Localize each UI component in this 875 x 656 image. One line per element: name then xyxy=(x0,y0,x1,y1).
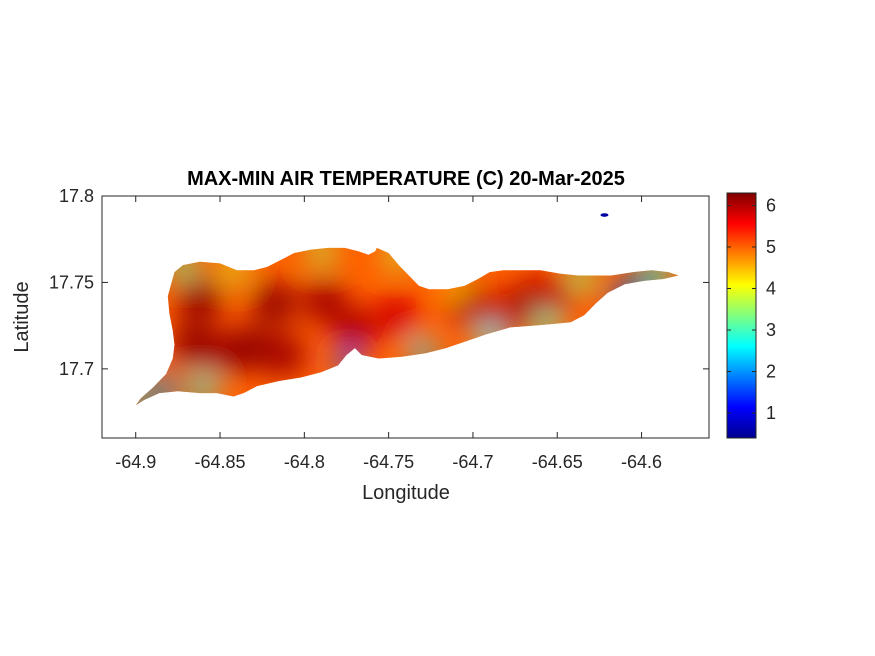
temperature-coldspot xyxy=(535,311,560,336)
colorbar-tick-label: 6 xyxy=(766,195,776,215)
colorbar-tick-label: 1 xyxy=(766,403,776,423)
y-axis-label: Latitude xyxy=(11,281,33,352)
temperature-coldspot xyxy=(135,389,152,406)
temperature-hotspot xyxy=(228,326,273,371)
x-tick-label: -64.9 xyxy=(115,452,156,472)
temperature-coldspot xyxy=(477,324,502,349)
y-tick-label: 17.8 xyxy=(59,186,94,206)
temperature-coldspot xyxy=(410,339,435,364)
temperature-coldspot xyxy=(221,256,246,281)
plot-area: -64.9 -64.85 -64.8 -64.75 -64.7 -64.65 -64.6 1… xyxy=(49,186,710,472)
x-tick-label: -64.65 xyxy=(532,452,583,472)
colorbar-gradient xyxy=(726,192,757,439)
temperature-coldspot xyxy=(570,265,595,290)
x-tick-label: -64.6 xyxy=(621,452,662,472)
temperature-coldspot xyxy=(152,375,177,400)
x-tick-label: -64.8 xyxy=(284,452,325,472)
x-tick-label: -64.7 xyxy=(452,452,493,472)
colorbar-tick-label: 5 xyxy=(766,237,776,257)
temperature-hotspot xyxy=(251,281,296,326)
temperature-hotspot xyxy=(531,274,576,319)
temperature-coldspot xyxy=(309,247,334,264)
temperature-hotspot xyxy=(375,293,420,338)
temperature-hotspot xyxy=(262,333,307,378)
chart-title: MAX-MIN AIR TEMPERATURE (C) 20-Mar-2025 xyxy=(187,168,625,190)
temperature-coldspot xyxy=(336,349,361,374)
y-tick-label: 17.75 xyxy=(49,272,94,292)
temperature-hotspot xyxy=(177,277,222,322)
x-tick-label: -64.85 xyxy=(195,452,246,472)
temperature-hotspot xyxy=(171,322,216,367)
temperature-coldspot xyxy=(385,247,410,267)
y-tick-label: 17.7 xyxy=(59,359,94,379)
x-axis-label: Longitude xyxy=(362,482,450,504)
temperature-coldspot xyxy=(444,275,469,300)
temperature-field xyxy=(135,247,679,406)
colorbar-tick-label: 2 xyxy=(766,362,776,382)
small-islet xyxy=(600,213,609,217)
temperature-coldspot xyxy=(609,285,634,310)
axes-box xyxy=(101,195,710,439)
x-tick-label: -64.75 xyxy=(363,452,414,472)
colorbar-tick-label: 4 xyxy=(766,279,776,299)
colorbar-tick-label: 3 xyxy=(766,320,776,340)
temperature-hotspot xyxy=(302,279,347,324)
colorbar: 1 2 3 4 5 6 xyxy=(726,192,776,439)
temperature-hotspot xyxy=(332,307,377,352)
temperature-coldspot xyxy=(191,375,216,400)
temperature-coldspot xyxy=(170,253,195,278)
temperature-coldspot xyxy=(646,263,671,288)
